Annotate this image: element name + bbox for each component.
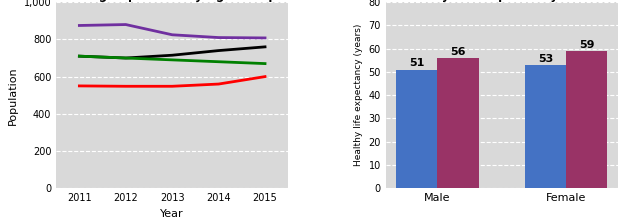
Text: 53: 53 <box>538 54 553 64</box>
0 - 4 years <box>168 85 176 88</box>
5 - 11 years <box>168 54 176 57</box>
Text: 56: 56 <box>451 47 466 57</box>
Y-axis label: Healthy life expectancy (years): Healthy life expectancy (years) <box>354 24 363 166</box>
5 - 11 years <box>215 49 222 52</box>
Line: 5 - 11 years: 5 - 11 years <box>79 47 265 58</box>
18 - 24 years <box>215 36 222 39</box>
Y-axis label: Population: Population <box>8 66 18 125</box>
Text: 59: 59 <box>579 40 595 50</box>
0 - 4 years <box>76 84 83 87</box>
5 - 11 years <box>76 55 83 58</box>
5 - 11 years <box>122 57 130 59</box>
12 - 17 years <box>76 55 83 58</box>
18 - 24 years <box>122 23 130 26</box>
X-axis label: Year: Year <box>160 209 184 219</box>
Bar <box>396 70 437 188</box>
0 - 4 years <box>122 85 130 88</box>
Bar <box>525 65 566 188</box>
18 - 24 years <box>168 33 176 36</box>
Line: 0 - 4 years: 0 - 4 years <box>79 77 265 86</box>
18 - 24 years <box>76 24 83 27</box>
Line: 12 - 17 years: 12 - 17 years <box>79 56 265 64</box>
Line: 18 - 24 years: 18 - 24 years <box>79 25 265 38</box>
12 - 17 years <box>122 57 130 59</box>
12 - 17 years <box>215 60 222 63</box>
18 - 24 years <box>261 37 269 39</box>
Title: Healthy Life Expectancy (2011): Healthy Life Expectancy (2011) <box>398 0 605 2</box>
Bar <box>437 58 479 188</box>
12 - 17 years <box>261 62 269 65</box>
Bar <box>566 51 607 188</box>
12 - 17 years <box>168 58 176 61</box>
Title: Young Population by Age Group: Young Population by Age Group <box>67 0 277 2</box>
5 - 11 years <box>261 45 269 48</box>
0 - 4 years <box>215 83 222 85</box>
Text: 51: 51 <box>409 58 424 69</box>
0 - 4 years <box>261 75 269 78</box>
